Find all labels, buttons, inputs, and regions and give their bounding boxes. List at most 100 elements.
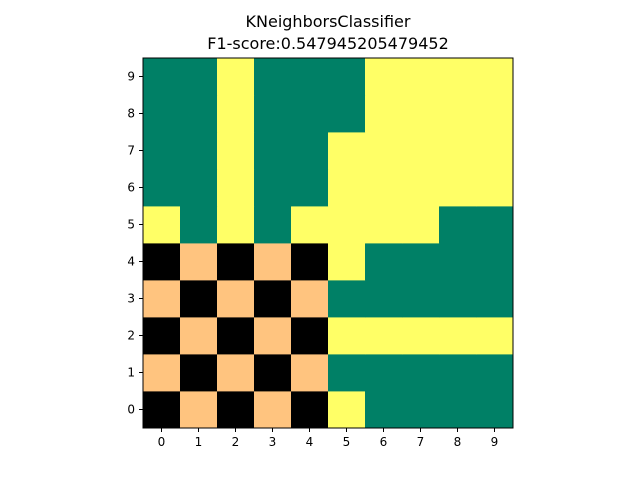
heatmap-cell-r6-c2 bbox=[217, 169, 255, 207]
heatmap-cell-r3-c5 bbox=[328, 280, 366, 318]
heatmap-cell-r7-c6 bbox=[365, 132, 403, 170]
heatmap-cell-r9-c4 bbox=[291, 58, 329, 96]
heatmap-cell-r9-c8 bbox=[439, 58, 477, 96]
heatmap-cell-r3-c0 bbox=[143, 280, 181, 318]
heatmap-cell-r9-c3 bbox=[254, 58, 292, 96]
heatmap-cell-r5-c2 bbox=[217, 206, 255, 244]
y-tick-label: 7 bbox=[127, 144, 135, 158]
heatmap-cell-r4-c2 bbox=[217, 243, 255, 281]
heatmap-cell-r8-c0 bbox=[143, 95, 181, 133]
heatmap-cell-r9-c6 bbox=[365, 58, 403, 96]
heatmap-cell-r3-c6 bbox=[365, 280, 403, 318]
heatmap-cell-r8-c5 bbox=[328, 95, 366, 133]
heatmap-cell-r4-c4 bbox=[291, 243, 329, 281]
heatmap-cell-r0-c8 bbox=[439, 391, 477, 429]
heatmap-cell-r0-c5 bbox=[328, 391, 366, 429]
heatmap-cell-r9-c0 bbox=[143, 58, 181, 96]
y-tick-label: 2 bbox=[127, 329, 135, 343]
heatmap-cell-r6-c4 bbox=[291, 169, 329, 207]
heatmap-cell-r5-c0 bbox=[143, 206, 181, 244]
heatmap-cell-r5-c3 bbox=[254, 206, 292, 244]
heatmap-cell-r9-c1 bbox=[180, 58, 218, 96]
heatmap-cell-r0-c4 bbox=[291, 391, 329, 429]
heatmap-cell-r4-c3 bbox=[254, 243, 292, 281]
heatmap-cell-r7-c2 bbox=[217, 132, 255, 170]
heatmap-cell-r7-c0 bbox=[143, 132, 181, 170]
heatmap-cell-r2-c8 bbox=[439, 317, 477, 355]
heatmap-cell-r3-c7 bbox=[402, 280, 440, 318]
heatmap-cell-r5-c9 bbox=[476, 206, 514, 244]
heatmap-cell-r1-c3 bbox=[254, 354, 292, 392]
x-tick-label: 4 bbox=[306, 435, 314, 449]
heatmap-cell-r2-c9 bbox=[476, 317, 514, 355]
heatmap-cell-r5-c8 bbox=[439, 206, 477, 244]
heatmap-cell-r1-c1 bbox=[180, 354, 218, 392]
heatmap-cell-r4-c5 bbox=[328, 243, 366, 281]
heatmap-cell-r8-c7 bbox=[402, 95, 440, 133]
heatmap-cell-r1-c9 bbox=[476, 354, 514, 392]
heatmap-cell-r1-c8 bbox=[439, 354, 477, 392]
y-tick-label: 8 bbox=[127, 107, 135, 121]
heatmap-cell-r9-c5 bbox=[328, 58, 366, 96]
y-tick-label: 4 bbox=[127, 255, 135, 269]
heatmap-cell-r8-c8 bbox=[439, 95, 477, 133]
chart-title: KNeighborsClassifier bbox=[246, 12, 411, 31]
heatmap-cell-r8-c4 bbox=[291, 95, 329, 133]
heatmap-cell-r6-c1 bbox=[180, 169, 218, 207]
x-tick-label: 5 bbox=[343, 435, 351, 449]
heatmap-cell-r8-c3 bbox=[254, 95, 292, 133]
heatmap-cell-r9-c9 bbox=[476, 58, 514, 96]
heatmap-cell-r7-c9 bbox=[476, 132, 514, 170]
heatmap-cell-r7-c7 bbox=[402, 132, 440, 170]
heatmap-cell-r3-c1 bbox=[180, 280, 218, 318]
x-tick-label: 2 bbox=[232, 435, 240, 449]
heatmap-cell-r0-c6 bbox=[365, 391, 403, 429]
heatmap-cell-r9-c7 bbox=[402, 58, 440, 96]
heatmap-cell-r7-c3 bbox=[254, 132, 292, 170]
heatmap-cell-r6-c9 bbox=[476, 169, 514, 207]
heatmap-cell-r1-c4 bbox=[291, 354, 329, 392]
heatmap-cell-r9-c2 bbox=[217, 58, 255, 96]
heatmap-cell-r7-c8 bbox=[439, 132, 477, 170]
heatmap-cell-r5-c1 bbox=[180, 206, 218, 244]
heatmap-cell-r5-c7 bbox=[402, 206, 440, 244]
x-axis: 0 1 2 3 4 5 6 7 8 9 bbox=[158, 428, 499, 449]
heatmap-cell-r2-c7 bbox=[402, 317, 440, 355]
heatmap-cell-r0-c1 bbox=[180, 391, 218, 429]
x-tick-label: 3 bbox=[269, 435, 277, 449]
heatmap-cell-r5-c4 bbox=[291, 206, 329, 244]
heatmap-cell-r3-c8 bbox=[439, 280, 477, 318]
heatmap-cell-r2-c1 bbox=[180, 317, 218, 355]
y-tick-label: 3 bbox=[127, 292, 135, 306]
heatmap-cell-r0-c7 bbox=[402, 391, 440, 429]
heatmap-cell-r2-c5 bbox=[328, 317, 366, 355]
chart-subtitle: F1-score:0.547945205479452 bbox=[207, 34, 449, 53]
y-tick-label: 0 bbox=[127, 403, 135, 417]
x-tick-label: 9 bbox=[491, 435, 499, 449]
heatmap-cell-r6-c3 bbox=[254, 169, 292, 207]
heatmap-cell-r8-c1 bbox=[180, 95, 218, 133]
heatmap-cell-r4-c1 bbox=[180, 243, 218, 281]
heatmap-cell-r4-c7 bbox=[402, 243, 440, 281]
heatmap-cell-r6-c5 bbox=[328, 169, 366, 207]
heatmap-cell-r2-c3 bbox=[254, 317, 292, 355]
heatmap-cell-r1-c5 bbox=[328, 354, 366, 392]
y-tick-label: 9 bbox=[127, 70, 135, 84]
heatmap-cell-r4-c0 bbox=[143, 243, 181, 281]
heatmap-cell-r6-c6 bbox=[365, 169, 403, 207]
heatmap-cell-r7-c1 bbox=[180, 132, 218, 170]
heatmap-cell-r6-c8 bbox=[439, 169, 477, 207]
heatmap-cell-r2-c0 bbox=[143, 317, 181, 355]
heatmap-cell-r3-c3 bbox=[254, 280, 292, 318]
x-tick-label: 8 bbox=[454, 435, 462, 449]
heatmap-cell-r2-c4 bbox=[291, 317, 329, 355]
heatmap-cell-r5-c6 bbox=[365, 206, 403, 244]
heatmap-cell-r0-c9 bbox=[476, 391, 514, 429]
heatmap-cell-r7-c5 bbox=[328, 132, 366, 170]
y-tick-label: 6 bbox=[127, 181, 135, 195]
plot-frame bbox=[142, 57, 514, 429]
heatmap-cell-r1-c7 bbox=[402, 354, 440, 392]
heatmap-cell-r8-c6 bbox=[365, 95, 403, 133]
y-tick-label: 5 bbox=[127, 218, 135, 232]
